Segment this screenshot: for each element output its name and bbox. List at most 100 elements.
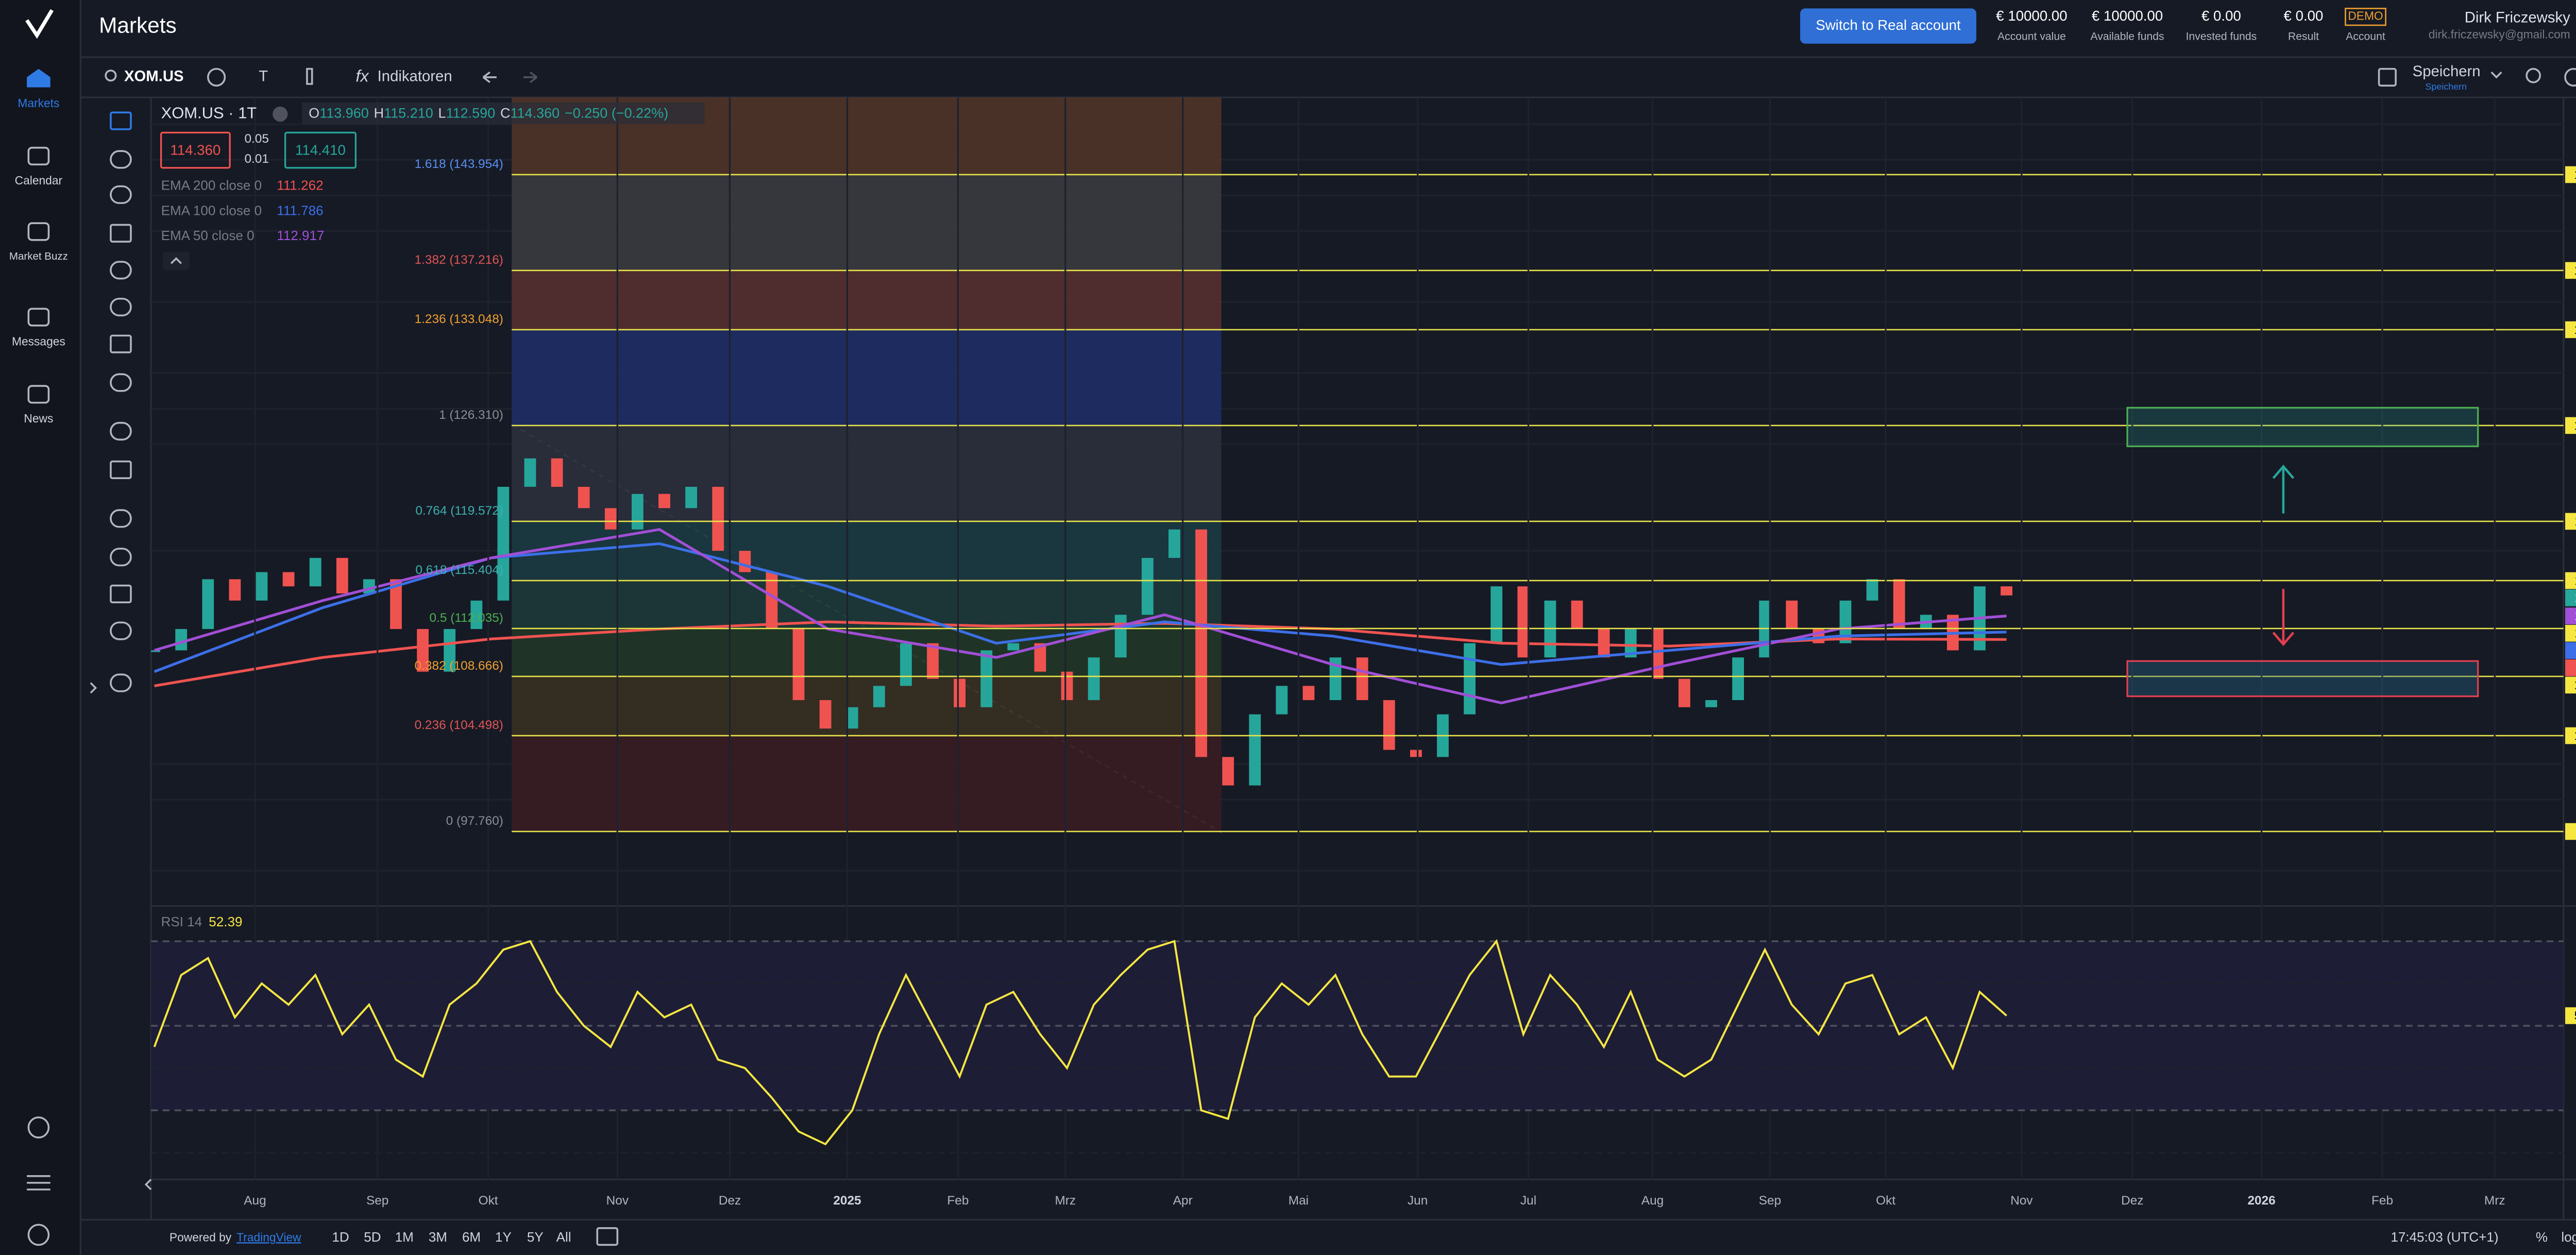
candle[interactable] [1410, 750, 1422, 757]
fib-label: 1 (126.310) [439, 408, 503, 422]
symbol[interactable]: XOM.US [124, 68, 184, 85]
stop-zone[interactable] [2127, 661, 2478, 696]
candle[interactable] [605, 508, 617, 529]
candle[interactable] [229, 579, 241, 600]
candle[interactable] [685, 487, 697, 508]
candle[interactable] [739, 551, 751, 572]
indicators-icon[interactable]: fx [355, 67, 369, 86]
stat-value: € 10000.00 [2092, 8, 2163, 24]
candle[interactable] [363, 579, 375, 593]
candle[interactable] [712, 487, 724, 551]
switch-button-label[interactable]: Switch to Real account [1816, 17, 1961, 33]
target-zone[interactable] [2127, 408, 2478, 446]
candle[interactable] [632, 494, 643, 530]
candle[interactable] [900, 643, 912, 686]
candle[interactable] [1705, 700, 1717, 707]
sidebar-label[interactable]: Messages [12, 334, 65, 348]
candle[interactable] [658, 494, 670, 508]
time-label: 2026 [2247, 1194, 2275, 1208]
log-toggle[interactable]: log [2561, 1229, 2576, 1245]
candle[interactable] [1893, 579, 1905, 629]
candle[interactable] [1786, 601, 1798, 629]
candle[interactable] [524, 459, 536, 487]
rsi-band [151, 941, 2564, 1110]
candle[interactable] [1168, 530, 1180, 558]
time-label: Sep [1759, 1194, 1781, 1208]
ask[interactable]: 114.410 [295, 142, 346, 158]
candle[interactable] [551, 459, 563, 487]
candle[interactable] [1249, 715, 1261, 786]
time-label: Jul [1520, 1194, 1536, 1208]
time-label: Mai [1289, 1194, 1309, 1208]
candle[interactable] [283, 572, 295, 587]
candle[interactable] [1383, 700, 1395, 750]
candle[interactable] [1571, 601, 1583, 629]
candle[interactable] [1222, 757, 1234, 785]
sidebar-label[interactable]: Calendar [15, 174, 63, 187]
candle[interactable] [202, 579, 214, 629]
range-button[interactable]: 3M [429, 1229, 447, 1245]
page-title: Markets [99, 13, 177, 37]
candle[interactable] [1115, 615, 1127, 657]
candle[interactable] [1490, 586, 1502, 643]
candle[interactable] [1007, 643, 1019, 651]
collapse-legend[interactable] [163, 252, 190, 270]
candle[interactable] [980, 650, 992, 707]
powered-by: Powered by [170, 1230, 232, 1244]
range-button[interactable]: All [556, 1229, 571, 1245]
save-status: Speichern [2425, 81, 2467, 92]
candle[interactable] [1464, 643, 1476, 715]
range-button[interactable]: 5D [364, 1229, 381, 1245]
candle[interactable] [1088, 657, 1100, 700]
ohlc: O113.960H115.210L112.590C114.360−0.250 (… [309, 106, 668, 121]
candle[interactable] [820, 700, 832, 728]
bid[interactable]: 114.360 [170, 142, 221, 158]
candle[interactable] [336, 558, 348, 593]
candle[interactable] [873, 686, 885, 707]
candle[interactable] [1357, 657, 1368, 700]
candle[interactable] [1276, 686, 1287, 714]
text-style[interactable]: T [259, 68, 268, 85]
legend-toggle[interactable] [273, 107, 287, 122]
range-button[interactable]: 1D [332, 1229, 349, 1245]
sidebar-label[interactable]: News [24, 412, 53, 425]
stat-label: Account [2346, 30, 2385, 42]
candle[interactable] [1732, 657, 1744, 700]
candle[interactable] [256, 572, 268, 601]
candle[interactable] [1652, 629, 1664, 679]
candle[interactable] [954, 679, 965, 707]
time-label: Aug [244, 1194, 266, 1208]
candle[interactable] [846, 707, 858, 728]
save[interactable]: Speichern [2413, 63, 2481, 80]
candle[interactable] [310, 558, 321, 586]
range-button[interactable]: 1M [395, 1229, 414, 1245]
sidebar [0, 0, 80, 1255]
sidebar-label[interactable]: Markets [18, 96, 59, 110]
range-button[interactable]: 1Y [495, 1229, 512, 1245]
price-label-box [2565, 823, 2576, 840]
candle[interactable] [1598, 629, 1610, 657]
price-label: 108.666 [2574, 679, 2576, 692]
spread: 0.05 [244, 132, 269, 146]
candle[interactable] [1195, 530, 1207, 757]
candle[interactable] [793, 629, 805, 700]
candle[interactable] [2001, 586, 2012, 596]
percent-toggle[interactable]: % [2536, 1229, 2548, 1245]
candle[interactable] [1867, 579, 1878, 600]
candle[interactable] [1303, 686, 1315, 700]
ohlc-change: −0.250 (−0.22%) [565, 106, 668, 121]
range-button[interactable]: 6M [462, 1229, 481, 1245]
candle[interactable] [1517, 586, 1529, 657]
indicator-name: EMA 200 close 0 [161, 177, 262, 193]
indicators[interactable]: Indikatoren [378, 68, 452, 85]
candle[interactable] [1142, 558, 1154, 615]
time-label: Sep [366, 1194, 388, 1208]
candle[interactable] [175, 629, 187, 650]
provider-link[interactable]: TradingView [236, 1230, 301, 1244]
candle[interactable] [1679, 679, 1690, 707]
stat-value: DEMO [2348, 9, 2383, 23]
sidebar-label[interactable]: Market Buzz [9, 250, 68, 262]
range-button[interactable]: 5Y [527, 1229, 544, 1245]
candle[interactable] [578, 487, 590, 508]
